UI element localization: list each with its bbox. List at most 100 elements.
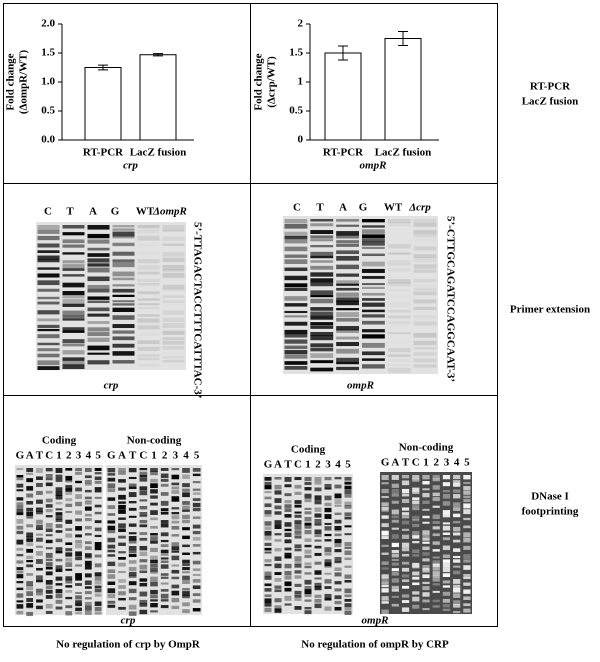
gel-band — [401, 507, 410, 511]
lane-label: WT — [136, 206, 155, 218]
gel-band — [381, 523, 389, 528]
gel-band — [162, 243, 185, 246]
y-tick-label: 0.0 — [41, 134, 55, 146]
gel-band — [160, 478, 169, 482]
gel-band — [94, 606, 102, 612]
gel-band — [362, 234, 385, 238]
gel-band — [294, 477, 302, 481]
gel-band — [94, 534, 102, 538]
gel-band — [413, 364, 437, 368]
gel-band — [432, 560, 440, 566]
gel-band — [137, 325, 160, 330]
gel-band — [391, 589, 399, 592]
gel-band — [139, 486, 148, 491]
gel-band — [171, 542, 180, 547]
gel-band — [118, 509, 126, 514]
gel-band — [84, 556, 92, 559]
gel-band — [65, 562, 73, 568]
gel-band — [334, 493, 342, 499]
gel-band — [37, 296, 60, 300]
gel-band — [264, 535, 272, 541]
gel-band — [412, 507, 420, 511]
gel-band — [36, 559, 43, 564]
gel-band — [391, 595, 399, 598]
gel-band — [274, 484, 282, 490]
gel-band — [192, 468, 201, 472]
gel-band — [344, 603, 352, 608]
gel-band — [387, 367, 411, 373]
gel-band — [182, 492, 190, 498]
gel-band — [87, 360, 110, 365]
gel-band — [310, 255, 334, 259]
gel-band — [107, 483, 116, 489]
gel-band — [160, 492, 169, 496]
gel-band — [45, 477, 53, 481]
gel-band — [413, 315, 437, 319]
gel-band — [362, 219, 385, 223]
gel-band — [192, 608, 201, 612]
gel-band — [62, 357, 85, 361]
gel-band — [442, 501, 451, 506]
gel-band — [75, 494, 82, 499]
gel-band — [118, 542, 126, 546]
sequence: 5’-CTTGCAGATCCAGGCAAT-3’ — [444, 216, 456, 382]
gel-band — [284, 275, 308, 281]
gel-band — [314, 539, 322, 542]
gel-band — [162, 346, 185, 350]
gel-band — [26, 573, 34, 576]
gel-band — [94, 563, 102, 568]
gel-band — [94, 527, 102, 532]
gel-band — [62, 239, 85, 244]
gel-band — [344, 574, 352, 579]
gel-band — [284, 231, 308, 237]
lane-label: 2 — [66, 450, 72, 462]
gel-band — [137, 357, 160, 361]
gel-band — [150, 563, 158, 568]
gel-band — [75, 510, 82, 515]
gel-band — [304, 507, 312, 510]
gel-image — [263, 474, 353, 616]
gel-band — [16, 519, 24, 524]
gel-band — [37, 366, 60, 371]
gel-band — [401, 480, 410, 486]
gel-band — [336, 329, 359, 333]
gel-band — [284, 267, 308, 272]
gel-band — [137, 318, 160, 323]
gel-band — [137, 346, 160, 352]
strand-title: Coding — [291, 444, 326, 456]
gel-band — [75, 468, 82, 472]
gel-band — [182, 514, 190, 519]
gel-band — [45, 539, 53, 544]
gel-band — [192, 507, 201, 512]
error-bar — [338, 45, 348, 61]
gel-band — [139, 559, 148, 563]
gel-band — [182, 488, 190, 492]
gel-band — [324, 502, 332, 507]
gel-band — [107, 505, 116, 510]
gel-band — [453, 507, 461, 511]
gel-band — [344, 489, 352, 494]
gel-band — [16, 512, 24, 516]
gel-band — [150, 510, 158, 515]
gel-band — [401, 475, 410, 479]
gel-band — [413, 246, 437, 251]
gel-band — [139, 578, 148, 582]
gel-band — [55, 551, 63, 554]
gel-band — [16, 610, 24, 615]
gel-band — [192, 530, 201, 535]
gel-band — [453, 521, 461, 524]
gel-band — [16, 468, 24, 471]
lane-label: 1 — [56, 450, 62, 462]
gel-band — [432, 605, 440, 608]
gel-band — [112, 242, 135, 247]
gel-band — [94, 476, 102, 480]
strand-title: Coding — [42, 435, 77, 447]
gel-band — [274, 578, 282, 582]
gel-band — [381, 482, 389, 485]
gel-band — [284, 522, 292, 527]
gel-band — [422, 546, 430, 551]
gel-band — [26, 468, 34, 472]
gel-band — [264, 563, 272, 567]
lane-label: G — [16, 450, 25, 462]
